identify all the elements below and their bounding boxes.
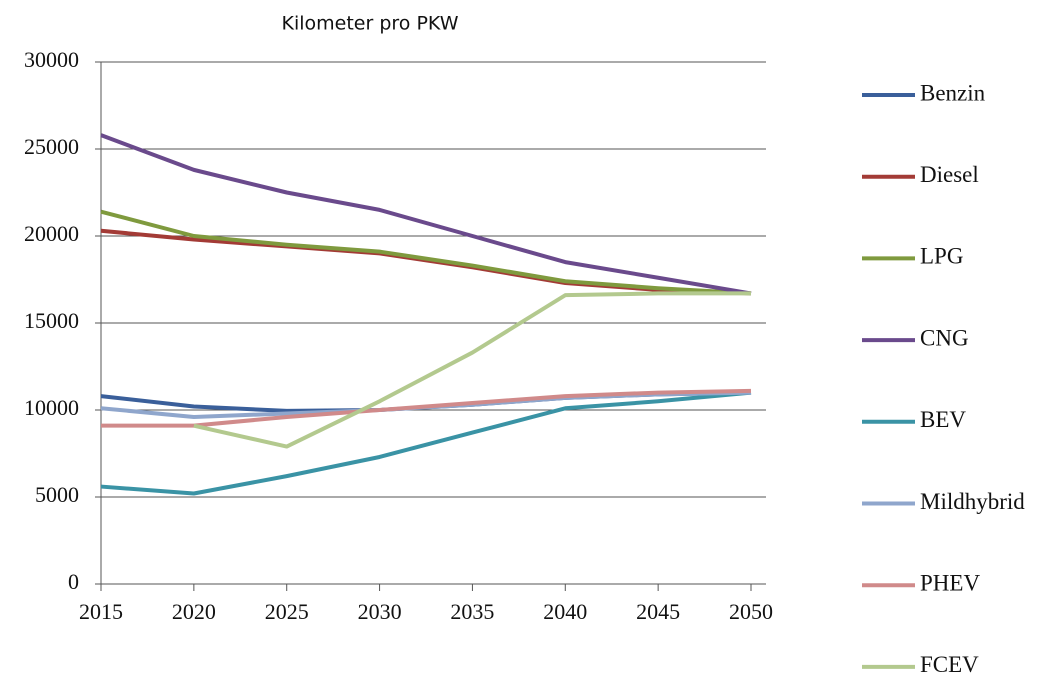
x-tick-label: 2020 [172, 599, 216, 624]
y-tick-label: 10000 [24, 395, 79, 420]
legend-label: PHEV [920, 570, 980, 595]
legend-label: FCEV [920, 652, 979, 677]
series-line [100, 390, 752, 496]
y-tick-label: 0 [68, 569, 79, 594]
legend-label: CNG [920, 325, 969, 350]
x-tick-label: 2050 [729, 599, 773, 624]
x-tick-label: 2035 [450, 599, 494, 624]
x-tick-label: 2040 [543, 599, 587, 624]
legend-label: Benzin [920, 80, 986, 105]
y-tick-label: 25000 [24, 134, 79, 159]
legend-label: Mildhybrid [920, 489, 1025, 514]
x-tick-label: 2015 [79, 599, 123, 624]
chart-title: Kilometer pro PKW [282, 13, 459, 35]
y-tick-label: 20000 [24, 221, 79, 246]
y-tick-label: 30000 [24, 47, 79, 72]
y-tick-label: 5000 [35, 482, 79, 507]
y-tick-label: 15000 [24, 308, 79, 333]
series-line [193, 291, 751, 449]
legend-label: Diesel [920, 162, 979, 187]
x-tick-label: 2045 [636, 599, 680, 624]
series-line [100, 133, 752, 296]
x-tick-label: 2030 [358, 599, 402, 624]
series-line [100, 228, 752, 296]
legend-label: BEV [920, 407, 966, 432]
legend-label: LPG [920, 244, 963, 269]
series-line [101, 388, 752, 428]
series-line [100, 209, 752, 296]
x-tick-label: 2025 [265, 599, 309, 624]
